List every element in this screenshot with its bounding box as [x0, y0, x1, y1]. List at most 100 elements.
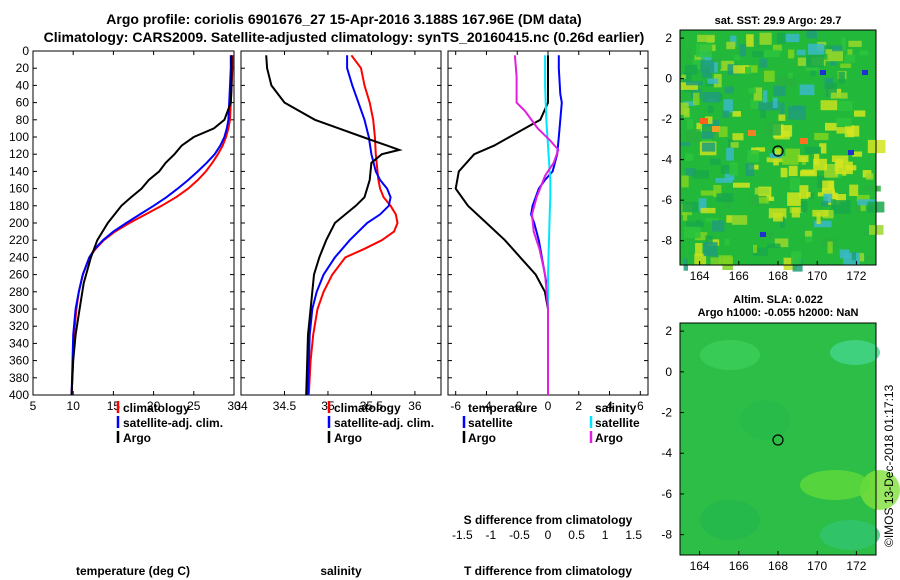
- sst-texture-cell: [854, 110, 866, 117]
- sst-texture-cell: [830, 92, 848, 99]
- x-tick-label: 6: [637, 399, 644, 413]
- sst-texture-cell: [817, 175, 827, 189]
- sst-texture-cell: [745, 66, 752, 74]
- temperature-panel: 0 20 40 60 80 100 120 140 160 180 200 220 240 260 280 3…: [9, 44, 241, 578]
- sla-shading-blob: [830, 340, 880, 365]
- x-tick-label: 36: [408, 399, 422, 413]
- sst-texture-cell: [860, 203, 866, 212]
- y-tick-label: 100: [9, 130, 29, 144]
- s-diff-tick-label: -1: [486, 528, 497, 542]
- sst-texture-cell: [694, 232, 708, 241]
- sst-texture-cell: [788, 72, 793, 79]
- sst-texture-cell: [837, 101, 853, 111]
- sst-argo-marker: [772, 145, 784, 157]
- sst-texture-cell: [753, 87, 763, 101]
- sst-cool-cell: [848, 150, 854, 155]
- sst-texture-cell: [778, 114, 786, 121]
- sst-texture-cell: [847, 128, 852, 134]
- sst-texture-cell: [814, 220, 832, 228]
- sst-texture-cell: [732, 111, 741, 117]
- sst-texture-cell: [785, 148, 800, 157]
- t-difference-xlabel: T difference from climatology: [464, 564, 632, 578]
- sst-texture-cell: [804, 146, 821, 154]
- lon-tick-label: 170: [807, 269, 827, 283]
- sst-texture-cell: [776, 125, 793, 137]
- x-tick-label: 30: [227, 399, 241, 413]
- lon-tick-label: 164: [690, 559, 710, 573]
- series-line-satellite-adj-clim-: [307, 55, 392, 396]
- sla-shading-blob: [740, 400, 790, 440]
- sst-texture-cell: [696, 122, 702, 132]
- sst-texture-cell: [724, 238, 730, 245]
- lat-tick-label: -2: [661, 406, 672, 420]
- sst-texture-cell: [763, 49, 781, 58]
- legend2-sat-label: satellite-adj. clim.: [334, 416, 434, 430]
- sst-texture-cell: [799, 84, 815, 96]
- sst-texture-cell: [705, 217, 719, 222]
- y-tick-label: 180: [9, 199, 29, 213]
- sst-texture-cell: [814, 133, 829, 141]
- sst-texture-cell: [780, 102, 785, 116]
- legend3-ssat-label: satellite: [595, 416, 640, 430]
- series-line-s-argo: [513, 55, 560, 395]
- sst-texture-cell: [686, 81, 703, 86]
- sst-texture-cell: [833, 200, 851, 214]
- sst-texture-cell: [760, 109, 766, 119]
- x-tick-label: 35.5: [360, 399, 384, 413]
- sst-texture-cell: [825, 122, 837, 131]
- legend3-tsat-label: satellite: [468, 416, 513, 430]
- sst-texture-cell: [734, 54, 741, 60]
- sst-texture-cell: [777, 76, 795, 87]
- sst-texture-cell: [829, 194, 846, 202]
- sla-title-line1: Altim. SLA: 0.022: [733, 294, 823, 306]
- sst-texture-cell: [820, 100, 838, 111]
- x-tick-label: 5: [30, 399, 37, 413]
- lat-tick-label: -2: [661, 112, 672, 126]
- sst-texture-cell: [759, 58, 768, 68]
- sla-map-patches: [700, 340, 900, 550]
- sst-texture-cell: [703, 242, 718, 257]
- x-tick-label: 0: [545, 399, 552, 413]
- sst-texture-cell: [710, 158, 721, 165]
- lon-tick-label: 168: [768, 559, 788, 573]
- sla-shading-blob: [700, 340, 760, 370]
- sst-texture-cell: [754, 37, 760, 49]
- sst-texture-cell: [797, 155, 809, 162]
- sst-texture-cell: [682, 201, 699, 213]
- series-line-satellite-adj-clim-: [70, 55, 232, 396]
- legend2-clim-label: climatology: [334, 401, 401, 415]
- sst-texture-cell: [692, 170, 709, 179]
- sst-texture-cell: [823, 45, 834, 53]
- sst-texture-cell: [759, 197, 769, 204]
- sst-texture-cell: [730, 35, 737, 47]
- sst-texture-cell: [796, 49, 806, 56]
- sst-texture-cell: [867, 139, 886, 154]
- salinity-plot-frame: [240, 50, 442, 396]
- sst-texture-cell: [857, 199, 876, 206]
- sst-texture-cell: [752, 247, 768, 256]
- sst-texture-cell: [835, 161, 853, 175]
- sst-texture-cell: [722, 110, 730, 118]
- sst-texture-cell: [753, 244, 757, 253]
- sst-texture-cell: [849, 184, 859, 196]
- sst-texture-cell: [683, 72, 692, 86]
- s-diff-tick-label: 1: [602, 528, 609, 542]
- sst-texture-cell: [847, 49, 853, 55]
- sst-texture-cell: [763, 90, 768, 103]
- sst-texture-cell: [731, 215, 748, 225]
- s-diff-tick-label: -1.5: [452, 528, 473, 542]
- sst-texture-cell: [758, 101, 774, 111]
- sst-texture-cell: [791, 207, 800, 218]
- x-tick-label: 34: [234, 399, 248, 413]
- series-line-climatology: [307, 54, 399, 396]
- x-tick-label: -6: [450, 399, 461, 413]
- sst-texture-cell: [767, 243, 781, 249]
- y-tick-label: 40: [16, 78, 30, 92]
- series-line-argo: [70, 55, 233, 396]
- sst-texture-cell: [772, 97, 778, 109]
- sst-texture-cell: [774, 238, 789, 248]
- lon-tick-label: 166: [729, 559, 749, 573]
- series-line-t-argo: [454, 55, 549, 395]
